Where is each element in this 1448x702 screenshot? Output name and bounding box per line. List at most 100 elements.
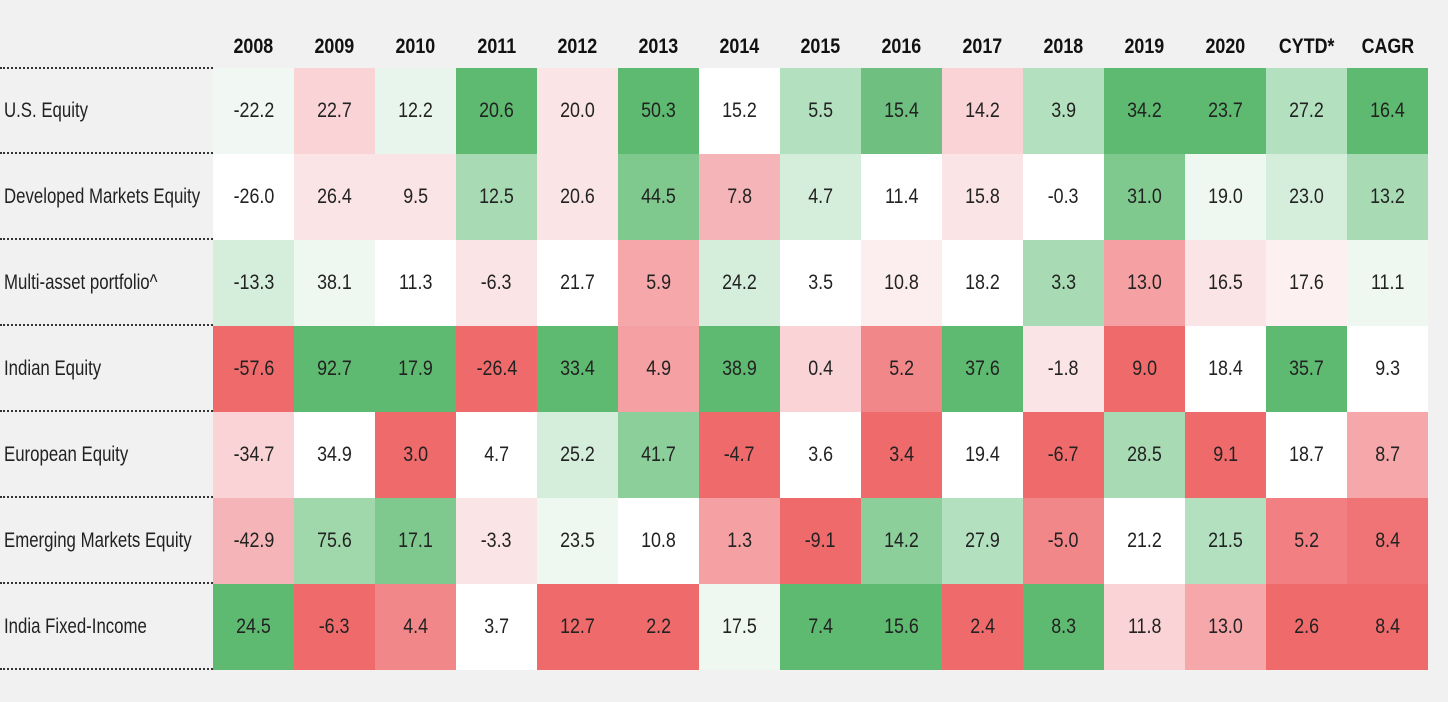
- cell: 18.7: [1266, 412, 1347, 498]
- cell-text: -22.2: [233, 99, 274, 122]
- cell: 5.2: [861, 326, 942, 412]
- cell: -0.3: [1023, 154, 1104, 240]
- cell-text: 5.2: [1294, 529, 1319, 552]
- cell-text: 13.2: [1370, 185, 1405, 208]
- cell: 18.4: [1185, 326, 1266, 412]
- row-label-text: Emerging Markets Equity: [4, 529, 192, 552]
- cell: 11.4: [861, 154, 942, 240]
- cell: -22.2: [213, 68, 294, 154]
- cell-text: -26.4: [476, 357, 517, 380]
- column-header: 2011: [456, 25, 537, 68]
- cell: 4.9: [618, 326, 699, 412]
- cell: 24.2: [699, 240, 780, 326]
- cell: 9.1: [1185, 412, 1266, 498]
- cell: 28.5: [1104, 412, 1185, 498]
- cell: -26.0: [213, 154, 294, 240]
- cell-text: 9.1: [1213, 443, 1238, 466]
- column-header: CAGR: [1347, 25, 1428, 68]
- cell-text: 0.4: [808, 357, 833, 380]
- cell-text: 16.4: [1370, 99, 1405, 122]
- column-header: CYTD*: [1266, 25, 1347, 68]
- cell-text: 2.2: [646, 615, 671, 638]
- cell-text: -6.3: [481, 271, 512, 294]
- cell: 15.4: [861, 68, 942, 154]
- cell-text: 21.5: [1208, 529, 1243, 552]
- cell: 3.3: [1023, 240, 1104, 326]
- column-header: 2014: [699, 25, 780, 68]
- cell: 12.2: [375, 68, 456, 154]
- cell-text: 4.7: [808, 185, 833, 208]
- column-header: 2010: [375, 25, 456, 68]
- cell-text: 17.1: [398, 529, 433, 552]
- cell-text: 17.5: [722, 615, 757, 638]
- cell-text: -3.3: [481, 529, 512, 552]
- cell-text: 33.4: [560, 357, 595, 380]
- cell: 11.8: [1104, 584, 1185, 670]
- cell-text: 34.9: [317, 443, 352, 466]
- row-label-text: India Fixed-Income: [4, 615, 147, 638]
- column-header-text: 2008: [233, 35, 274, 58]
- cell-text: 50.3: [641, 99, 676, 122]
- cell: 50.3: [618, 68, 699, 154]
- cell-text: 12.5: [479, 185, 514, 208]
- cell-text: 7.4: [808, 615, 833, 638]
- cell-text: 17.6: [1289, 271, 1324, 294]
- cell: 22.7: [294, 68, 375, 154]
- cell: -6.3: [294, 584, 375, 670]
- cell: 5.9: [618, 240, 699, 326]
- cell-text: 44.5: [641, 185, 676, 208]
- cell-text: 3.6: [808, 443, 833, 466]
- cell-text: 11.1: [1370, 271, 1405, 294]
- cell: -1.8: [1023, 326, 1104, 412]
- cell: 4.7: [456, 412, 537, 498]
- cell-text: 15.6: [884, 615, 919, 638]
- column-header: 2016: [861, 25, 942, 68]
- cell-text: 3.9: [1051, 99, 1076, 122]
- cell-text: 26.4: [317, 185, 352, 208]
- cell-text: 13.0: [1127, 271, 1162, 294]
- cell-text: -1.8: [1048, 357, 1079, 380]
- cell: 7.4: [780, 584, 861, 670]
- cell-text: 3.3: [1051, 271, 1076, 294]
- cell-text: 18.4: [1208, 357, 1243, 380]
- cell-text: 31.0: [1127, 185, 1162, 208]
- column-header-text: 2017: [962, 35, 1003, 58]
- cell: 7.8: [699, 154, 780, 240]
- cell-text: 24.5: [236, 615, 271, 638]
- cell-text: -0.3: [1048, 185, 1079, 208]
- cell: 2.6: [1266, 584, 1347, 670]
- cell-text: 18.2: [965, 271, 1000, 294]
- cell: 19.4: [942, 412, 1023, 498]
- cell-text: 21.2: [1127, 529, 1162, 552]
- cell-text: -5.0: [1048, 529, 1079, 552]
- cell: 10.8: [618, 498, 699, 584]
- cell-text: 8.7: [1375, 443, 1400, 466]
- cell: 25.2: [537, 412, 618, 498]
- cell: -9.1: [780, 498, 861, 584]
- cell-text: 20.6: [479, 99, 514, 122]
- column-header-text: 2012: [557, 35, 598, 58]
- cell: 34.2: [1104, 68, 1185, 154]
- cell: 38.1: [294, 240, 375, 326]
- cell-text: 18.7: [1289, 443, 1324, 466]
- cell-text: 5.9: [646, 271, 671, 294]
- column-header-text: CAGR: [1361, 35, 1414, 58]
- cell-text: 4.4: [403, 615, 428, 638]
- cell-text: 34.2: [1127, 99, 1162, 122]
- column-header-text: 2016: [881, 35, 922, 58]
- cell-text: -9.1: [805, 529, 836, 552]
- cell: 17.6: [1266, 240, 1347, 326]
- cell: 2.2: [618, 584, 699, 670]
- cell-text: 3.0: [403, 443, 428, 466]
- cell-text: 12.7: [560, 615, 595, 638]
- cell: 21.2: [1104, 498, 1185, 584]
- cell: 3.5: [780, 240, 861, 326]
- cell: 3.4: [861, 412, 942, 498]
- cell: 13.0: [1185, 584, 1266, 670]
- cell-text: 14.2: [965, 99, 1000, 122]
- cell-text: 5.5: [808, 99, 833, 122]
- cell: 26.4: [294, 154, 375, 240]
- cell: 5.2: [1266, 498, 1347, 584]
- row-label: India Fixed-Income: [0, 584, 213, 670]
